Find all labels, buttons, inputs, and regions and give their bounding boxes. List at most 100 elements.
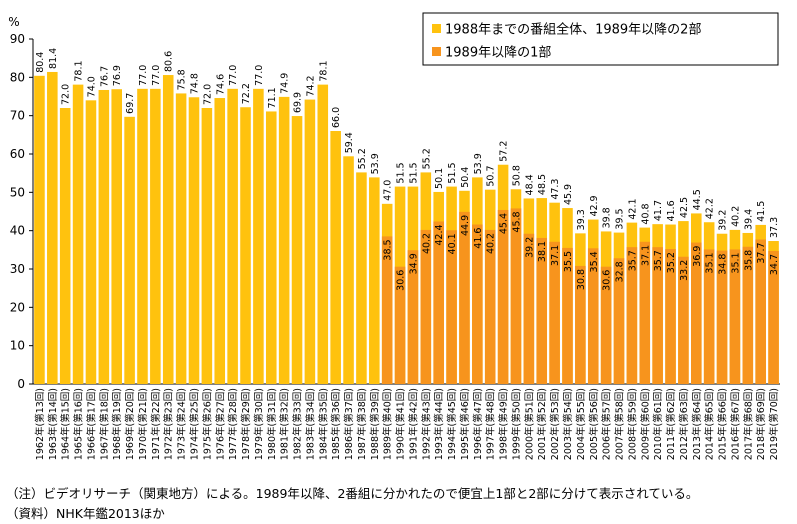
data-label-total: 42.9 [589,195,600,216]
x-tick-label: 1998年(第49回) [498,388,510,460]
x-tick-label: 2002年(第53回) [549,388,561,460]
data-label-part1: 35.8 [743,250,754,271]
x-tick-label: 2015年(第66回) [717,388,729,460]
data-label-part1: 40.2 [421,233,432,254]
bar-part1 [703,249,715,384]
x-tick-label: 1977年(第28回) [227,388,239,460]
x-tick-label: 1984年(第35回) [317,388,329,460]
bar-part1 [562,247,573,384]
x-tick-label: 2003年(第54回) [562,388,574,460]
x-tick-label: 1987年(第38回) [356,388,368,460]
bar-total [240,107,251,384]
data-label-part1: 35.7 [653,250,664,271]
bar-part1 [755,239,766,384]
bar-part1 [716,250,728,384]
data-label-total: 42.2 [705,198,716,219]
x-tick-label: 1969年(第20回) [124,388,136,460]
bar-part1 [510,208,522,384]
bar-part1 [536,237,548,384]
data-label-part1: 38.5 [383,239,394,260]
bar-total [214,98,226,385]
x-tick-label: 1979年(第30回) [253,388,265,460]
bar-part1 [613,258,625,384]
bar-total [330,131,341,384]
data-label-total: 74.8 [189,73,200,94]
y-axis-label: % [8,15,19,29]
data-label-total: 48.5 [537,174,548,195]
x-tick-labels: 1962年(第13回) 1963年(第14回) 1964年(第15回) 1965年(第… [34,388,780,460]
series-part1-bars [381,208,779,384]
data-label-part1: 33.2 [679,260,690,281]
data-label-total: 51.5 [408,162,419,183]
data-label-total: 74.6 [215,74,226,95]
bar-part1 [626,247,638,384]
data-label-part1: 40.1 [447,233,458,254]
legend-label-total: 1988年までの番組全体、1989年以降の2部 [445,22,701,38]
x-tick-label: 1997年(第48回) [485,388,497,460]
data-label-total: 74.0 [86,76,97,97]
data-label-total: 75.8 [177,69,188,90]
bar-total [253,88,264,384]
bar-total [227,88,238,384]
data-label-total: 57.2 [499,141,510,162]
x-tick-label: 1975年(第26回) [201,388,213,460]
bar-total [356,172,367,384]
x-tick-label: 1962年(第13回) [34,388,46,460]
data-label-total: 50.7 [486,165,497,186]
data-label-total: 41.7 [653,200,664,221]
x-tick-label: 1990年(第41回) [395,388,407,460]
data-label-part1: 32.8 [615,261,626,282]
bar-part1 [497,209,509,384]
x-tick-label: 2018年(第69回) [755,388,767,460]
data-label-part1: 35.7 [627,250,638,271]
data-label-part1: 37.1 [550,245,561,266]
data-label-total: 77.0 [138,65,149,86]
x-tick-label: 1965年(第16回) [73,388,85,460]
bar-total [124,116,135,385]
source-note: （資料）NHK年鑑2013ほか [6,506,165,521]
bar-part1 [691,242,702,384]
data-label-total: 51.5 [447,162,458,183]
y-tick-label: 20 [10,300,25,314]
x-tick-label: 2013年(第64回) [691,388,703,460]
data-label-part1: 36.9 [692,246,703,267]
bar-total [369,177,380,384]
bar-total [175,93,187,384]
x-tick-label: 2011年(第62回) [665,388,677,460]
data-label-total: 77.0 [254,65,265,86]
footnote: （注）ビデオリサーチ（関東地方）による。1989年以降、2番組に分かれたので便宜… [6,486,699,501]
data-label-total: 44.5 [692,189,703,210]
bar-part1 [433,221,444,384]
x-tick-label: 2005年(第56回) [588,388,600,460]
bar-part1 [446,230,457,384]
y-tick-label: 0 [17,377,25,391]
x-tick-label: 1989年(第40回) [382,388,394,460]
data-label-total: 50.1 [434,168,445,189]
bar-total [291,116,303,385]
bar-part1 [407,250,419,384]
data-label-total: 69.9 [293,92,304,113]
y-tick-label: 40 [10,224,25,238]
data-label-part1: 35.4 [589,251,600,272]
data-label-part1: 37.1 [640,245,651,266]
bar-part1 [665,249,676,384]
x-tick-label: 1994年(第45回) [446,388,458,460]
x-tick-label: 1971年(第22回) [150,388,162,460]
data-label-total: 50.8 [511,165,522,186]
legend: 1988年までの番組全体、1989年以降の2部 1989年以降の1部 [422,12,779,66]
x-tick-label: 2009年(第60回) [639,388,651,460]
x-tick-label: 1967年(第18回) [98,388,110,460]
bar-total [188,97,200,385]
data-label-total: 47.3 [550,179,561,200]
x-tick-label: 1983年(第34回) [304,388,316,460]
x-tick-label: 1968年(第19回) [111,388,123,460]
x-tick-label: 1988年(第39回) [369,388,381,460]
data-label-part1: 34.9 [408,253,419,274]
data-label-total: 78.1 [318,60,329,81]
bar-part1 [600,266,612,384]
data-label-total: 39.3 [576,209,587,230]
x-tick-label: 1982年(第33回) [292,388,304,460]
x-tick-label: 2016年(第67回) [729,388,741,460]
data-label-total: 74.9 [280,73,291,94]
bar-part1 [678,256,689,384]
